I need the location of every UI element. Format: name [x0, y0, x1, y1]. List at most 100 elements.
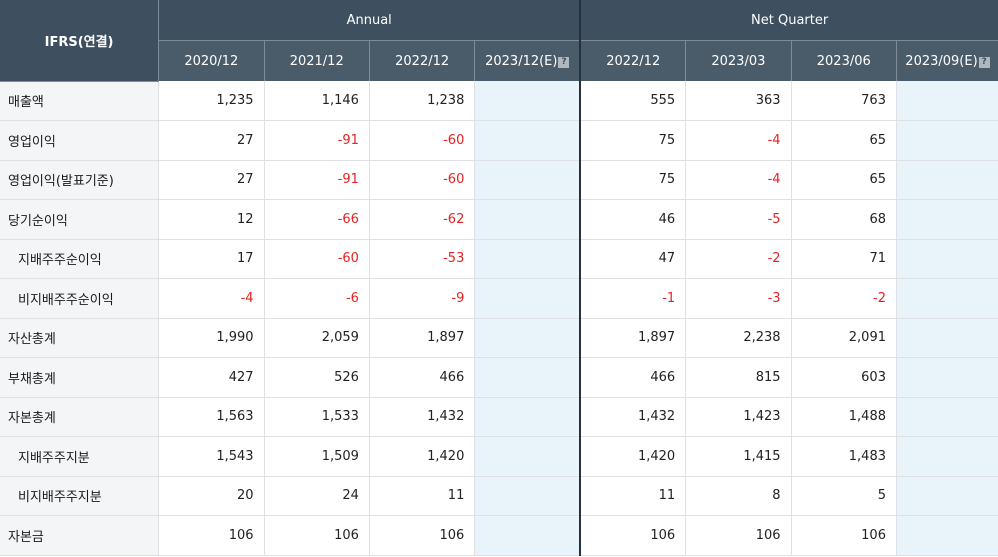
value-cell: 1,897	[579, 318, 687, 358]
table-row: 자본금 106 106 106 106 106 106	[0, 515, 998, 556]
value-cell: 1,990	[158, 318, 265, 358]
value-cell: 815	[685, 357, 792, 398]
value-cell: 11	[369, 476, 476, 516]
value-cell: 47	[579, 239, 687, 279]
row-label: 영업이익	[0, 120, 160, 161]
row-label: 비지배주주지분	[0, 476, 160, 516]
table-row: 비지배주주지분 20 24 11 11 8 5	[0, 476, 998, 516]
estimate-cell	[896, 120, 998, 161]
period-label: 2022/12	[606, 53, 661, 69]
period-header: 2022/12	[369, 40, 476, 81]
value-cell: 106	[264, 515, 370, 556]
value-cell: 363	[685, 81, 792, 121]
value-cell: 1,533	[264, 397, 370, 437]
estimate-cell	[474, 515, 581, 556]
value-cell: -2	[791, 278, 897, 319]
estimate-cell	[896, 476, 998, 516]
value-cell: 11	[579, 476, 687, 516]
period-header: 2023/06	[791, 40, 897, 81]
value-cell: 12	[158, 199, 265, 240]
table-row: 자본총계 1,563 1,533 1,432 1,432 1,423 1,488	[0, 397, 998, 437]
value-cell: 106	[369, 515, 476, 556]
period-header: 2023/03	[685, 40, 792, 81]
estimate-cell	[896, 239, 998, 279]
estimate-cell	[474, 476, 581, 516]
period-label: 2023/03	[711, 53, 766, 69]
value-cell: -60	[369, 120, 476, 161]
value-cell: 68	[791, 199, 897, 240]
period-header: 2021/12	[264, 40, 370, 81]
value-cell: 1,509	[264, 436, 370, 477]
period-label: 2022/12	[395, 53, 450, 69]
table-row: 매출액 1,235 1,146 1,238 555 363 763	[0, 81, 998, 121]
value-cell: 24	[264, 476, 370, 516]
period-header: 2022/12	[579, 40, 687, 81]
row-label: 자본총계	[0, 397, 160, 437]
value-cell: -53	[369, 239, 476, 279]
value-cell: -2	[685, 239, 792, 279]
value-cell: 1,563	[158, 397, 265, 437]
value-cell: 5	[791, 476, 897, 516]
row-label: 비지배주주순이익	[0, 278, 160, 319]
period-label: 2021/12	[289, 53, 344, 69]
question-help-icon[interactable]: ?	[978, 56, 990, 68]
value-cell: -62	[369, 199, 476, 240]
table-body: 매출액 1,235 1,146 1,238 555 363 763 영업이익 27 -91 -60 7…	[0, 81, 998, 556]
value-cell: 466	[369, 357, 476, 398]
estimate-cell	[474, 160, 581, 200]
period-label: 2023/06	[816, 53, 871, 69]
annual-group-header: Annual	[158, 0, 581, 41]
estimate-cell	[896, 318, 998, 358]
value-cell: 1,420	[579, 436, 687, 477]
estimate-cell	[474, 357, 581, 398]
value-cell: -91	[264, 120, 370, 161]
value-cell: 65	[791, 120, 897, 161]
question-help-icon[interactable]: ?	[558, 56, 570, 68]
value-cell: 1,432	[369, 397, 476, 437]
value-cell: 466	[579, 357, 687, 398]
estimate-cell	[474, 278, 581, 319]
estimate-cell	[896, 357, 998, 398]
value-cell: 2,091	[791, 318, 897, 358]
value-cell: -4	[685, 160, 792, 200]
value-cell: 1,420	[369, 436, 476, 477]
row-label: 당기순이익	[0, 199, 160, 240]
row-label: 매출액	[0, 81, 160, 121]
estimate-cell	[896, 397, 998, 437]
value-cell: 1,238	[369, 81, 476, 121]
value-cell: 1,488	[791, 397, 897, 437]
period-label: 2023/12(E)	[485, 53, 558, 69]
value-cell: 1,483	[791, 436, 897, 477]
value-cell: 1,543	[158, 436, 265, 477]
quarter-group-header: Net Quarter	[579, 0, 998, 41]
value-cell: 555	[579, 81, 687, 121]
estimate-cell	[896, 81, 998, 121]
value-cell: -4	[685, 120, 792, 161]
table-row: 당기순이익 12 -66 -62 46 -5 68	[0, 199, 998, 240]
value-cell: 2,059	[264, 318, 370, 358]
table-row: 지배주주지분 1,543 1,509 1,420 1,420 1,415 1,483	[0, 436, 998, 477]
value-cell: 20	[158, 476, 265, 516]
value-cell: 427	[158, 357, 265, 398]
row-label: 부채총계	[0, 357, 160, 398]
value-cell: 65	[791, 160, 897, 200]
value-cell: -66	[264, 199, 370, 240]
row-label: 영업이익(발표기준)	[0, 160, 160, 200]
estimate-cell	[896, 278, 998, 319]
period-header-estimate: 2023/12(E)?	[474, 40, 581, 81]
estimate-cell	[896, 436, 998, 477]
table-row: 영업이익 27 -91 -60 75 -4 65	[0, 120, 998, 161]
period-label: 2023/09(E)	[905, 53, 978, 69]
value-cell: 75	[579, 160, 687, 200]
value-cell: 106	[158, 515, 265, 556]
estimate-cell	[474, 81, 581, 121]
value-cell: 8	[685, 476, 792, 516]
period-header-estimate: 2023/09(E)?	[896, 40, 998, 81]
value-cell: -4	[158, 278, 265, 319]
value-cell: -6	[264, 278, 370, 319]
value-cell: -5	[685, 199, 792, 240]
value-cell: 1,146	[264, 81, 370, 121]
value-cell: 46	[579, 199, 687, 240]
value-cell: -1	[579, 278, 687, 319]
